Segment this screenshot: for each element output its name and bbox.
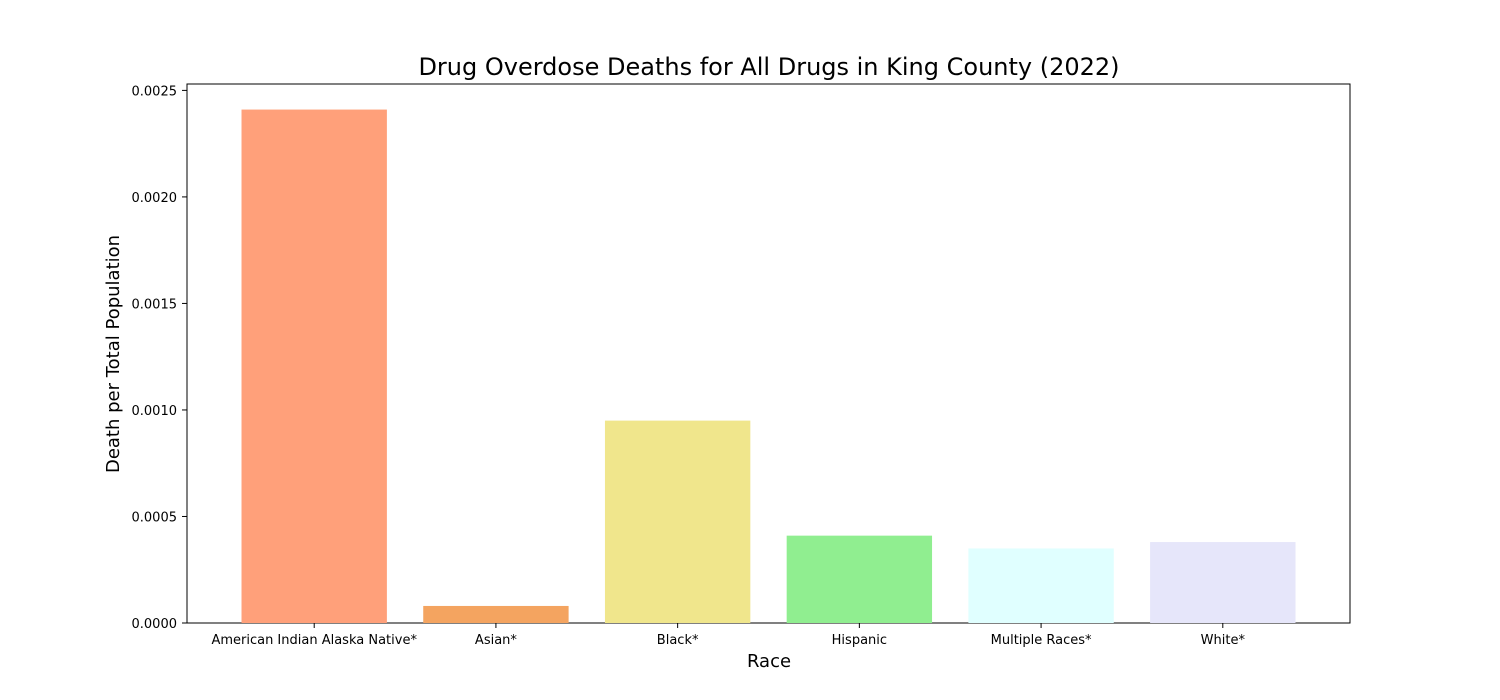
x-axis: American Indian Alaska Native* Asian* Blac… <box>211 623 1245 648</box>
bar-4 <box>968 548 1114 623</box>
chart-title: Drug Overdose Deaths for All Drugs in Ki… <box>418 53 1119 81</box>
plot-area: 0.0000 0.0005 0.0010 0.0015 0.0020 0.0025 Ame… <box>132 83 1351 648</box>
x-tick-label: Black* <box>657 633 699 648</box>
x-tick-label: White* <box>1201 633 1246 648</box>
y-axis: 0.0000 0.0005 0.0010 0.0015 0.0020 0.0025 <box>132 84 187 632</box>
y-tick-label: 0.0025 <box>132 84 178 99</box>
y-tick-label: 0.0010 <box>132 404 178 419</box>
bar-1 <box>423 605 569 623</box>
x-tick-label: Hispanic <box>832 633 887 648</box>
bar-2 <box>604 420 751 623</box>
x-tick-label: Multiple Races* <box>991 633 1092 648</box>
bar-0 <box>241 109 387 624</box>
x-tick-label: American Indian Alaska Native* <box>211 633 417 648</box>
y-tick-label: 0.0015 <box>132 297 178 312</box>
y-tick-label: 0.0005 <box>132 510 178 525</box>
plot-frame <box>186 83 1351 624</box>
bars-group <box>241 109 1296 624</box>
x-axis-title: Race <box>747 651 791 672</box>
x-tick-label: Asian* <box>475 633 517 648</box>
bar-3 <box>786 535 933 623</box>
y-tick-label: 0.0000 <box>132 617 178 632</box>
y-tick-label: 0.0020 <box>132 191 178 206</box>
y-axis-title: Death per Total Population <box>103 235 124 473</box>
bar-5 <box>1150 542 1296 623</box>
